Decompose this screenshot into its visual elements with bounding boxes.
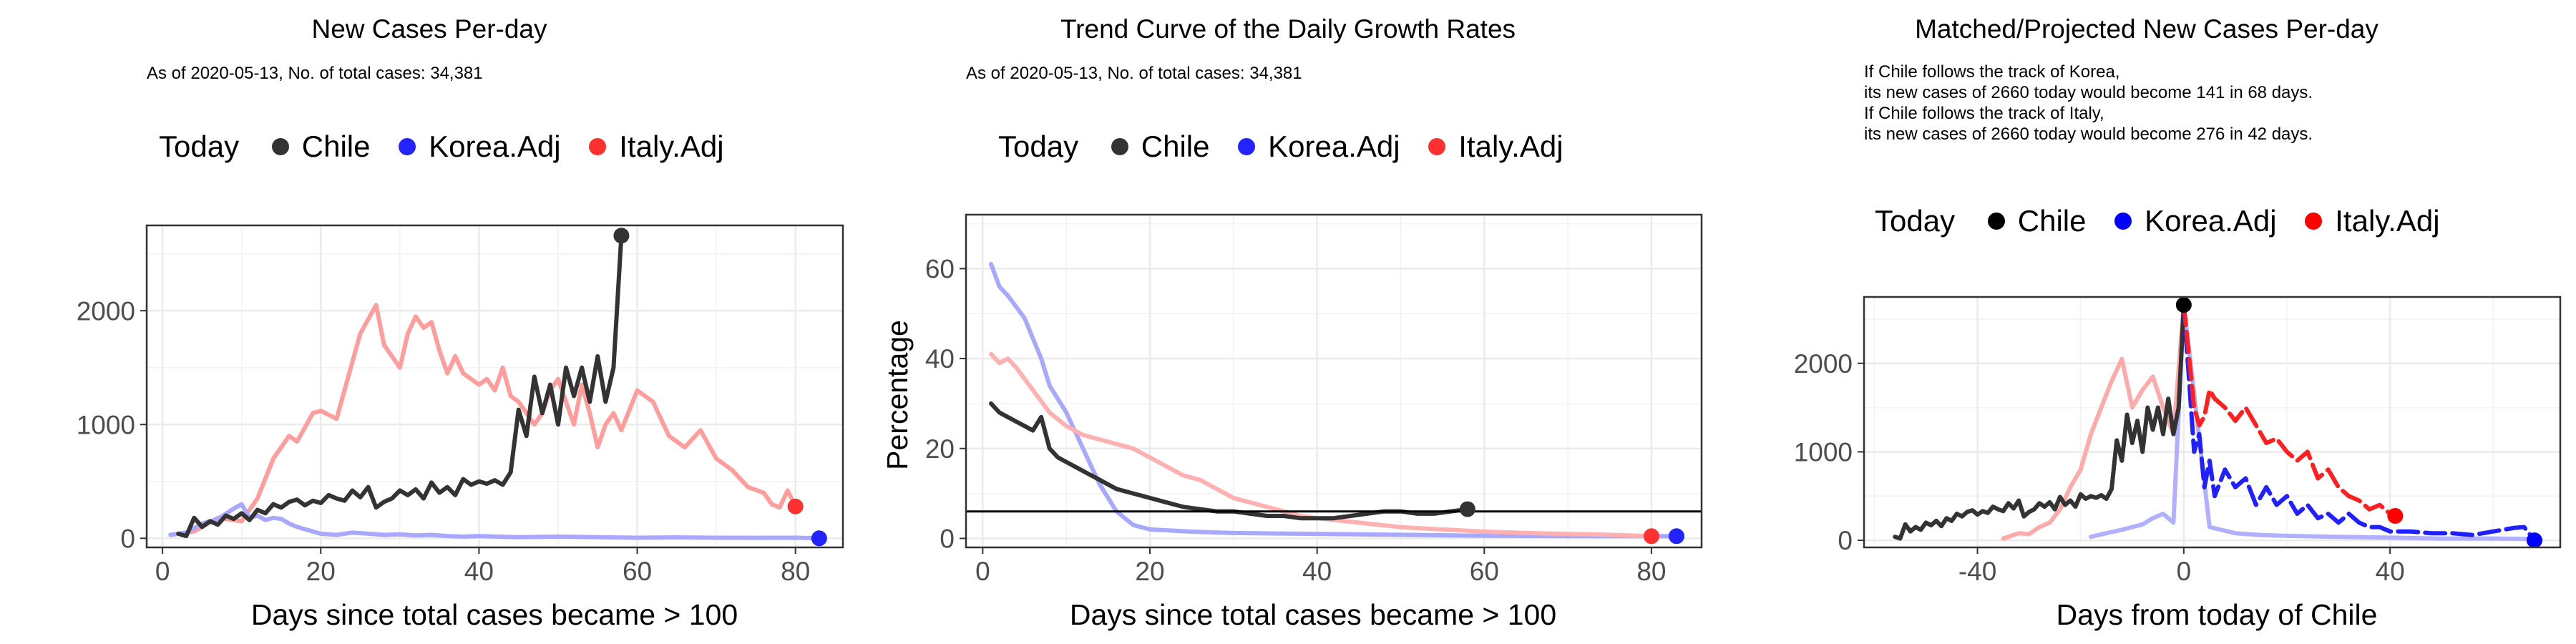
series-line-0 <box>168 303 798 537</box>
legend-italy-label: Italy.Adj <box>619 129 724 163</box>
y-tick-label: 0 <box>1838 526 1853 555</box>
series-line-1 <box>989 351 1654 539</box>
endpoint-marker-0 <box>787 498 804 514</box>
x-tick-label: 0 <box>975 557 990 586</box>
endpoint-marker-3 <box>2526 532 2542 549</box>
legend-chile-label: Chile <box>2017 203 2087 238</box>
x-tick-label: 20 <box>306 557 336 586</box>
endpoint-marker-2 <box>1459 501 1475 517</box>
plot-border <box>145 224 844 549</box>
x-tick-label: 20 <box>1135 557 1164 586</box>
y-tick-label: 60 <box>925 254 955 283</box>
series-line-1 <box>2001 303 2186 541</box>
legend-chile-dot <box>271 137 289 155</box>
legend-chile-dot <box>1111 137 1128 155</box>
legend: Today Chile Korea.Adj Italy.Adj <box>998 127 1563 164</box>
legend-korea-dot <box>2114 212 2132 230</box>
legend-italy-label: Italy.Adj <box>1458 129 1563 163</box>
endpoint-marker-2 <box>2175 297 2192 313</box>
chart-svg: Days since total cases became > 100 0 20 4… <box>77 224 844 631</box>
legend-korea-label: Korea.Adj <box>1268 129 1400 163</box>
chart-panel-new-cases: New Cases Per-day As of 2020-05-13, No. … <box>0 0 859 644</box>
legend-korea-dot <box>1238 137 1256 155</box>
y-tick-label: 1000 <box>77 410 135 439</box>
annotation-italy-2: its new cases of 2660 today would become… <box>1864 125 2313 144</box>
x-tick-label: 40 <box>464 557 494 586</box>
annotation-italy-1: If Chile follows the track of Italy, <box>1864 104 2104 123</box>
plot-area: 0 20 40 60 80 0 20 40 60 <box>925 213 1703 586</box>
legend-italy-dot <box>2305 212 2323 230</box>
legend-italy-dot <box>1428 137 1446 155</box>
plot-border <box>965 213 1703 549</box>
legend-title: Today <box>1875 203 1956 238</box>
chart-subtitle: As of 2020-05-13, No. of total cases: 34… <box>966 64 1302 83</box>
annotation-korea-2: its new cases of 2660 today would become… <box>1864 83 2313 102</box>
x-tick-label: 60 <box>623 557 652 586</box>
chart-title: Trend Curve of the Daily Growth Rates <box>1060 14 1516 44</box>
series-line-4 <box>2181 303 2398 518</box>
x-tick-label: 60 <box>1470 557 1499 586</box>
x-tick-label: 80 <box>1636 557 1666 586</box>
legend-chile-label: Chile <box>301 129 371 163</box>
chart-subtitle: As of 2020-05-13, No. of total cases: 34… <box>147 64 483 83</box>
endpoint-marker-0 <box>1668 528 1684 545</box>
chart-svg: Days from today of Chile -40 0 40 0 1000 2000 <box>1794 296 2562 631</box>
x-tick-label: 0 <box>155 557 170 586</box>
x-tick-label: 0 <box>2177 557 2192 586</box>
legend-chile-label: Chile <box>1141 129 1210 163</box>
y-tick-label: 0 <box>940 524 955 553</box>
endpoint-marker-1 <box>811 530 827 547</box>
y-axis-label: Percentage <box>881 320 914 470</box>
legend-title: Today <box>159 129 240 163</box>
legend: Today Chile Korea.Adj Italy.Adj <box>1875 202 2440 238</box>
series-line-3 <box>2181 303 2537 543</box>
x-tick-label: 80 <box>781 557 810 586</box>
legend-korea-label: Korea.Adj <box>429 129 561 163</box>
endpoint-marker-2 <box>613 228 630 244</box>
y-tick-label: 20 <box>925 434 955 464</box>
x-tick-label: 40 <box>1302 557 1332 586</box>
legend: Today Chile Korea.Adj Italy.Adj <box>159 127 724 164</box>
y-tick-label: 1000 <box>1794 437 1853 467</box>
series-line-2 <box>989 401 1470 521</box>
plot-background <box>966 215 1702 547</box>
series-line-2 <box>1893 303 2186 541</box>
x-axis-label: Days since total cases became > 100 <box>1070 598 1556 631</box>
legend-italy-label: Italy.Adj <box>2335 203 2440 238</box>
plot-area: -40 0 40 0 1000 2000 <box>1794 296 2562 586</box>
endpoint-marker-4 <box>2387 507 2404 524</box>
endpoint-marker-1 <box>1643 528 1659 545</box>
plot-border <box>1863 296 2562 549</box>
legend-korea-dot <box>399 137 416 155</box>
legend-title: Today <box>998 129 1079 163</box>
x-axis-label: Days since total cases became > 100 <box>251 598 738 631</box>
y-tick-label: 2000 <box>1794 349 1853 379</box>
x-tick-label: 40 <box>2376 557 2405 586</box>
series-line-1 <box>168 502 821 541</box>
legend-italy-dot <box>589 137 607 155</box>
chart-title: New Cases Per-day <box>311 14 547 44</box>
y-tick-label: 2000 <box>77 296 135 326</box>
legend-chile-dot <box>1987 212 2005 230</box>
plot-background <box>1864 297 2560 547</box>
y-tick-label: 0 <box>120 524 135 553</box>
x-tick-label: -40 <box>1958 557 1996 586</box>
series-line-2 <box>176 233 624 539</box>
x-axis-label: Days from today of Chile <box>2057 598 2378 631</box>
legend-korea-label: Korea.Adj <box>2145 203 2277 238</box>
chart-panel-growth-rates: Trend Curve of the Daily Growth Rates As… <box>859 0 1717 644</box>
chart-title: Matched/Projected New Cases Per-day <box>1915 14 2379 44</box>
y-tick-label: 40 <box>925 344 955 374</box>
chart-svg: Days since total cases became > 100 Perc… <box>881 213 1703 631</box>
plot-area: 0 20 40 60 80 0 1000 2000 <box>77 224 844 586</box>
annotation-korea-1: If Chile follows the track of Korea, <box>1864 62 2120 82</box>
chart-panel-projected: Matched/Projected New Cases Per-day If C… <box>1717 0 2576 644</box>
